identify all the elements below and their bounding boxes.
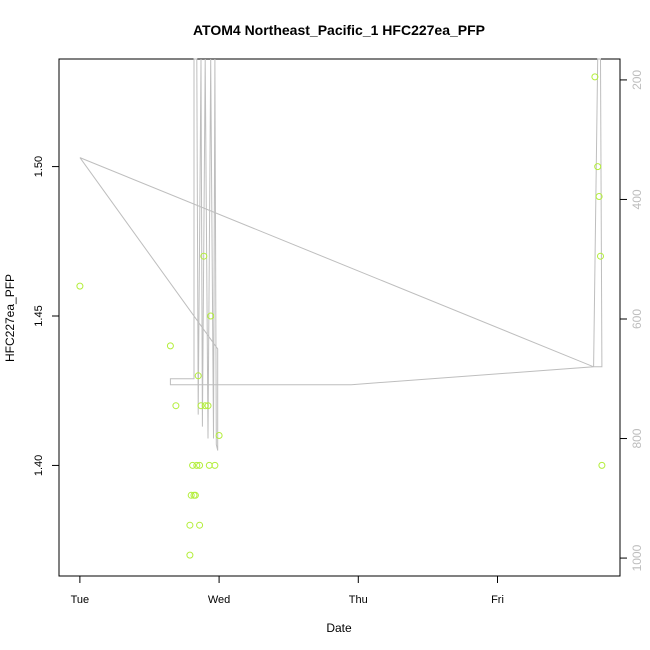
x-axis-label: Date bbox=[326, 621, 352, 635]
data-point bbox=[197, 402, 205, 410]
data-point bbox=[191, 491, 199, 499]
data-point bbox=[200, 252, 208, 260]
data-point bbox=[598, 461, 606, 469]
series-line-layer bbox=[79, 58, 603, 451]
data-point bbox=[597, 252, 604, 260]
chart-title: ATOM4 Northeast_Pacific_1 HFC227ea_PFP bbox=[193, 22, 485, 38]
x-axis: Tue Wed Thu Fri bbox=[71, 575, 504, 606]
data-point bbox=[186, 551, 194, 559]
x-tick-label: Wed bbox=[208, 594, 230, 606]
y-tick-label: 1.50 bbox=[33, 156, 45, 177]
series-points-layer bbox=[76, 73, 606, 559]
data-point bbox=[193, 461, 201, 469]
data-point bbox=[189, 461, 197, 469]
x-tick-label: Tue bbox=[71, 594, 90, 606]
data-point bbox=[591, 73, 599, 81]
data-point bbox=[215, 432, 223, 439]
data-point bbox=[172, 402, 180, 410]
y2-tick-label: 600 bbox=[630, 309, 644, 329]
data-point bbox=[76, 282, 84, 290]
data-point bbox=[187, 491, 195, 499]
data-point bbox=[186, 521, 194, 529]
series-line bbox=[79, 58, 603, 451]
data-point bbox=[211, 461, 219, 469]
plot-area-border bbox=[58, 58, 621, 577]
data-point bbox=[201, 402, 209, 410]
y-axis-label: HFC227ea_PFP bbox=[3, 274, 17, 362]
y2-tick-label: 400 bbox=[630, 189, 644, 209]
data-point bbox=[595, 193, 603, 200]
y-tick-label: 1.40 bbox=[33, 455, 45, 476]
x-tick-label: Thu bbox=[349, 594, 368, 606]
data-point bbox=[204, 402, 212, 410]
y2-axis: 200 400 600 800 1000 bbox=[619, 70, 644, 571]
y-axis: 1.40 1.45 1.50 bbox=[33, 156, 60, 476]
data-point bbox=[166, 342, 174, 350]
y-tick-label: 1.45 bbox=[33, 305, 45, 326]
data-point bbox=[207, 312, 215, 320]
x-tick-label: Fri bbox=[491, 594, 504, 606]
data-point bbox=[196, 521, 204, 529]
data-point bbox=[196, 461, 204, 469]
y2-tick-label: 1000 bbox=[630, 544, 644, 571]
y2-tick-label: 200 bbox=[630, 70, 644, 90]
y2-tick-label: 800 bbox=[630, 428, 644, 448]
data-point bbox=[594, 163, 602, 171]
data-point bbox=[194, 372, 202, 380]
